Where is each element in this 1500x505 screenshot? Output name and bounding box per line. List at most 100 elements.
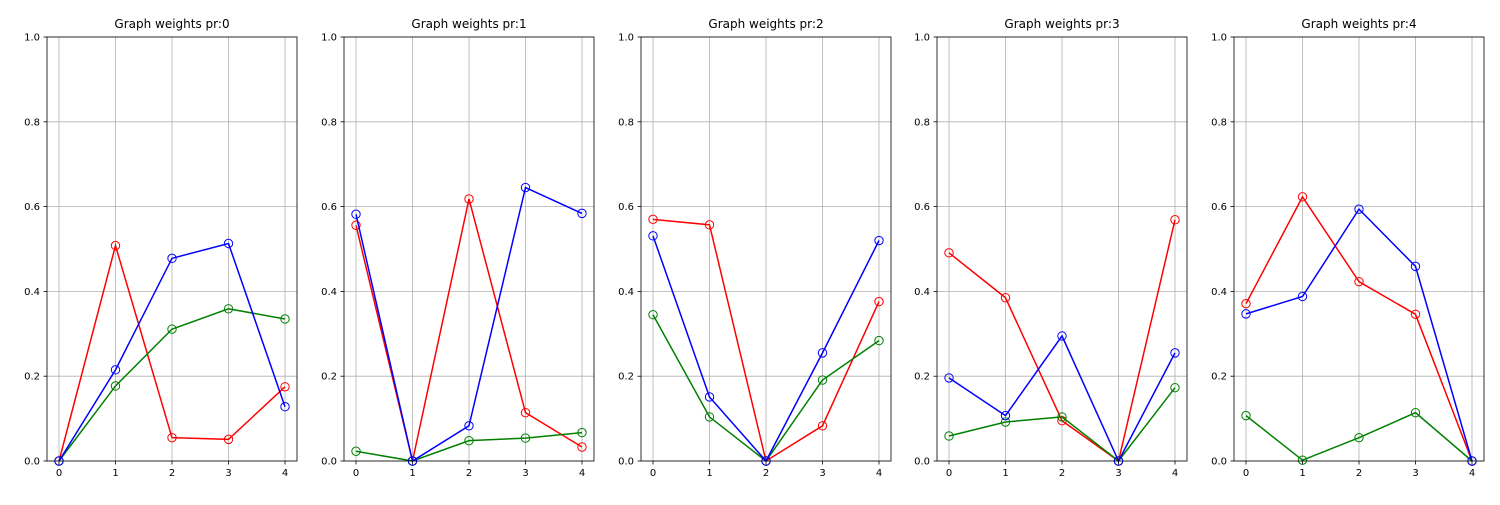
y-tick-label: 0.8 [24, 117, 40, 128]
y-tick-label: 0.8 [914, 117, 930, 128]
y-tick-label: 0.0 [24, 457, 40, 468]
subplot-3: 0 1 2 3 4 0.0 0.2 0.4 0.6 0.8 1.0 Graph weights pr:… [914, 17, 1188, 479]
y-tick-label: 1.0 [24, 33, 40, 44]
data-point [944, 373, 954, 383]
data-point [520, 433, 531, 443]
y-tick-label: 0.2 [321, 372, 337, 383]
y-tick-label: 0.6 [24, 202, 40, 213]
data-point [704, 220, 715, 230]
data-point [1410, 407, 1421, 418]
data-point [464, 435, 474, 446]
x-tick-label: 0 [353, 468, 359, 479]
data-point [223, 304, 234, 314]
data-point [1297, 291, 1308, 302]
data-point [874, 235, 884, 246]
data-point [520, 182, 531, 193]
y-tick-label: 0.6 [321, 202, 337, 213]
y-tick-label: 0.0 [1211, 457, 1227, 468]
data-point [1057, 331, 1067, 341]
data-point [1000, 417, 1011, 427]
x-tick-label: 3 [1412, 468, 1418, 479]
data-point [464, 194, 474, 204]
y-tick-label: 0.4 [618, 287, 634, 298]
x-tick-label: 1 [409, 468, 415, 479]
data-point [520, 407, 531, 418]
chart-title: Graph weights pr:1 [411, 17, 526, 31]
subplot-0: 0 1 2 3 4 0.0 0.2 0.4 0.6 0.8 1.0 Graph weights pr:… [24, 17, 298, 479]
x-tick-label: 4 [876, 468, 882, 479]
data-point [110, 381, 121, 391]
data-point [1170, 348, 1180, 358]
y-tick-label: 0.6 [1211, 202, 1227, 213]
data-point [110, 365, 121, 375]
data-point [648, 310, 658, 320]
data-point [1354, 204, 1364, 214]
series-line [355, 186, 583, 463]
data-point [1354, 432, 1364, 443]
series-line [1245, 207, 1473, 462]
x-tick-label: 2 [466, 468, 472, 479]
data-point [1297, 192, 1308, 202]
data-point [1241, 298, 1251, 309]
y-tick-label: 0.0 [618, 457, 634, 468]
data-point [1410, 261, 1421, 272]
data-point [1241, 309, 1251, 319]
x-tick-label: 2 [763, 468, 769, 479]
x-tick-label: 1 [1299, 468, 1305, 479]
data-point [1057, 412, 1067, 422]
subplot-1: 0 1 2 3 4 0.0 0.2 0.4 0.6 0.8 1.0 Graph weights pr:… [321, 17, 595, 479]
subplot-2: 0 1 2 3 4 0.0 0.2 0.4 0.6 0.8 1.0 Graph weights pr:… [618, 17, 892, 479]
data-point [464, 421, 474, 431]
series-line [355, 431, 583, 462]
y-tick-label: 1.0 [1211, 33, 1227, 44]
y-tick-label: 0.4 [1211, 287, 1227, 298]
series-line [1245, 195, 1473, 462]
y-tick-label: 0.8 [321, 117, 337, 128]
x-tick-label: 4 [1469, 468, 1475, 479]
x-tick-label: 2 [1356, 468, 1362, 479]
x-tick-label: 3 [1115, 468, 1121, 479]
data-point [167, 253, 177, 264]
x-tick-label: 4 [1172, 468, 1178, 479]
chart-title: Graph weights pr:2 [708, 17, 823, 31]
data-point [223, 238, 234, 249]
x-tick-label: 4 [282, 468, 288, 479]
data-point [874, 335, 884, 346]
data-point [223, 434, 234, 445]
data-point [351, 446, 361, 456]
x-tick-label: 0 [946, 468, 952, 479]
data-point [1410, 309, 1421, 319]
series-line [58, 242, 286, 462]
x-tick-label: 0 [56, 468, 62, 479]
subplot-4: 0 1 2 3 4 0.0 0.2 0.4 0.6 0.8 1.0 Graph weights pr:… [1211, 17, 1485, 479]
data-point [817, 421, 828, 431]
y-tick-label: 0.8 [1211, 117, 1227, 128]
data-point [1354, 276, 1364, 287]
data-point [577, 208, 587, 219]
data-point [1170, 215, 1180, 225]
chart-title: Graph weights pr:0 [114, 17, 229, 31]
data-point [577, 442, 587, 452]
x-tick-label: 1 [706, 468, 712, 479]
x-tick-label: 3 [819, 468, 825, 479]
data-point [648, 214, 658, 225]
x-tick-label: 2 [169, 468, 175, 479]
data-point [167, 432, 177, 443]
y-tick-label: 0.6 [914, 202, 930, 213]
series-line [948, 387, 1176, 463]
data-point [944, 431, 954, 441]
x-tick-label: 1 [112, 468, 118, 479]
data-point [874, 296, 884, 307]
data-point [351, 220, 361, 230]
y-tick-label: 0.0 [914, 457, 930, 468]
y-tick-label: 0.8 [618, 117, 634, 128]
x-tick-label: 0 [650, 468, 656, 479]
y-tick-label: 0.2 [618, 372, 634, 383]
data-point [280, 382, 290, 392]
series-line [58, 308, 286, 462]
y-tick-label: 0.2 [24, 372, 40, 383]
y-tick-label: 0.4 [914, 287, 930, 298]
y-tick-label: 0.4 [321, 287, 337, 298]
